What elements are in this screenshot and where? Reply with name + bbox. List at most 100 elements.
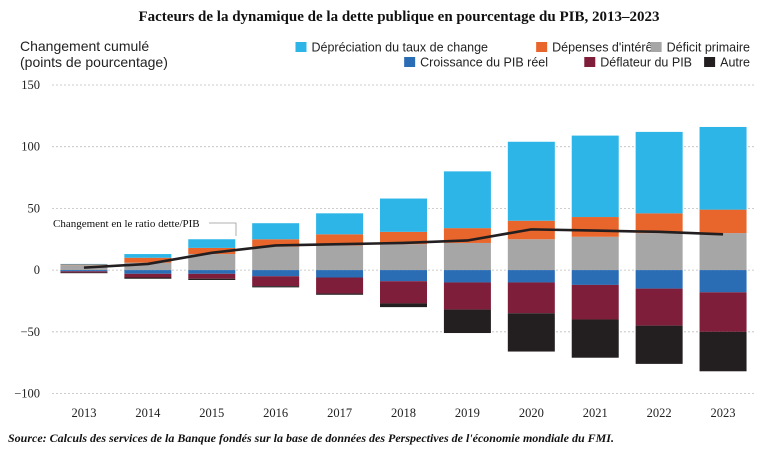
bar-autre	[124, 277, 172, 279]
bar-depenses-d-interet	[60, 264, 108, 266]
chart-title: Facteurs de la dynamique de la dette pub…	[138, 9, 659, 25]
legend: Dépréciation du taux de change Dépenses d…	[295, 41, 750, 70]
y-tick-label: −100	[14, 387, 40, 401]
line-annotation: Changement en le ratio dette/PIB	[53, 218, 237, 236]
legend-label: Croissance du PIB réel	[420, 56, 548, 70]
bar-depreciation-du-taux-de-change	[571, 135, 619, 218]
bar-deficit-primaire	[124, 262, 172, 271]
bar-depreciation-du-taux-de-change	[699, 126, 747, 210]
legend-swatch	[295, 42, 307, 52]
bar-depreciation-du-taux-de-change	[380, 198, 427, 232]
bar-deflateur-du-pib	[443, 282, 491, 310]
legend-label: Déflateur du PIB	[600, 56, 692, 70]
x-tick-label: 2021	[583, 406, 608, 420]
bar-autre	[443, 309, 491, 334]
x-tick-label: 2018	[391, 406, 416, 420]
bar-deficit-primaire	[699, 233, 747, 271]
x-tick-label: 2016	[263, 406, 288, 420]
bar-deflateur-du-pib	[316, 277, 364, 294]
x-tick-label: 2014	[135, 406, 161, 420]
bar-depenses-d-interet	[571, 217, 619, 237]
bar-croissance-du-pib-reel	[571, 270, 619, 285]
legend-swatch	[404, 57, 416, 67]
bar-depreciation-du-taux-de-change	[507, 141, 555, 221]
bar-depreciation-du-taux-de-change	[188, 239, 236, 248]
bar-deflateur-du-pib	[635, 288, 683, 326]
bar-depenses-d-interet	[188, 247, 236, 255]
bar-depreciation-du-taux-de-change	[635, 131, 683, 214]
debt-ratio-line-group	[83, 228, 724, 269]
bar-autre	[188, 278, 236, 280]
bar-autre	[60, 272, 108, 274]
bar-deflateur-du-pib	[380, 281, 427, 304]
legend-label: Dépréciation du taux de change	[311, 41, 488, 55]
bar-depenses-d-interet	[635, 213, 683, 234]
bars	[60, 126, 747, 372]
legend-label: Autre	[720, 56, 750, 70]
bar-autre	[635, 325, 683, 364]
source-note: Source: Calculs des services de la Banqu…	[8, 431, 614, 445]
x-tick-label: 2013	[71, 406, 96, 420]
legend-swatch	[536, 42, 548, 52]
bar-autre	[571, 319, 619, 358]
bar-deflateur-du-pib	[188, 273, 236, 279]
bar-depenses-d-interet	[124, 257, 172, 263]
legend-label: Dépenses d'intérêt	[552, 41, 656, 55]
bar-deficit-primaire	[252, 246, 300, 271]
bar-deficit-primaire	[443, 242, 491, 271]
bar-autre	[380, 303, 427, 308]
y-tick-label: 150	[21, 78, 40, 92]
bar-deflateur-du-pib	[699, 292, 747, 332]
line-annotation-label: Changement en le ratio dette/PIB	[53, 218, 200, 230]
bar-depenses-d-interet	[252, 239, 300, 247]
legend-swatch	[704, 57, 716, 67]
x-tick-label: 2015	[199, 406, 224, 420]
bar-depreciation-du-taux-de-change	[60, 263, 108, 265]
bar-croissance-du-pib-reel	[699, 270, 747, 293]
bar-autre	[699, 331, 747, 372]
bar-croissance-du-pib-reel	[380, 270, 427, 282]
bar-deficit-primaire	[316, 245, 364, 271]
line-annotation-leader	[209, 222, 237, 236]
y-tick-label: 100	[21, 140, 40, 154]
bar-depreciation-du-taux-de-change	[316, 213, 364, 235]
bar-deficit-primaire	[380, 244, 427, 271]
bar-depenses-d-interet	[380, 231, 427, 245]
legend-swatch	[584, 57, 596, 67]
y-axis-label-line2: (points de pourcentage)	[20, 54, 168, 70]
bar-croissance-du-pib-reel	[188, 270, 236, 274]
legend-swatch	[650, 42, 662, 52]
bar-deflateur-du-pib	[252, 276, 300, 287]
bar-deflateur-du-pib	[60, 271, 108, 273]
bar-deficit-primaire	[571, 236, 619, 271]
bar-deficit-primaire	[188, 254, 236, 271]
y-tick-label: 50	[28, 201, 41, 215]
bar-deficit-primaire	[635, 233, 683, 271]
bar-autre	[507, 313, 555, 352]
bar-croissance-du-pib-reel	[316, 270, 364, 278]
bar-depenses-d-interet	[699, 209, 747, 234]
bar-croissance-du-pib-reel	[124, 270, 172, 274]
bar-depreciation-du-taux-de-change	[252, 223, 300, 240]
legend-label: Déficit primaire	[667, 41, 750, 55]
bar-croissance-du-pib-reel	[443, 270, 491, 283]
bar-croissance-du-pib-reel	[635, 270, 683, 289]
y-tick-label: 0	[34, 263, 40, 277]
bar-depenses-d-interet	[316, 234, 364, 246]
x-tick-label: 2017	[327, 406, 352, 420]
x-axis-ticks: 2013 2014 2015 2016 2017 2018 2019 2020 2021 2022…	[71, 406, 735, 420]
bar-depreciation-du-taux-de-change	[443, 171, 491, 229]
y-tick-label: −50	[20, 325, 40, 339]
y-axis-ticks: 150 100 50 0 −50 −100	[14, 78, 40, 401]
bar-autre	[316, 293, 364, 295]
bar-croissance-du-pib-reel	[60, 270, 108, 272]
bar-autre	[252, 286, 300, 288]
x-tick-label: 2019	[455, 406, 480, 420]
bar-croissance-du-pib-reel	[252, 270, 300, 277]
bar-depreciation-du-taux-de-change	[124, 254, 172, 258]
bar-deflateur-du-pib	[124, 273, 172, 278]
x-tick-label: 2023	[711, 406, 736, 420]
bar-deflateur-du-pib	[507, 282, 555, 314]
x-tick-label: 2022	[647, 406, 672, 420]
